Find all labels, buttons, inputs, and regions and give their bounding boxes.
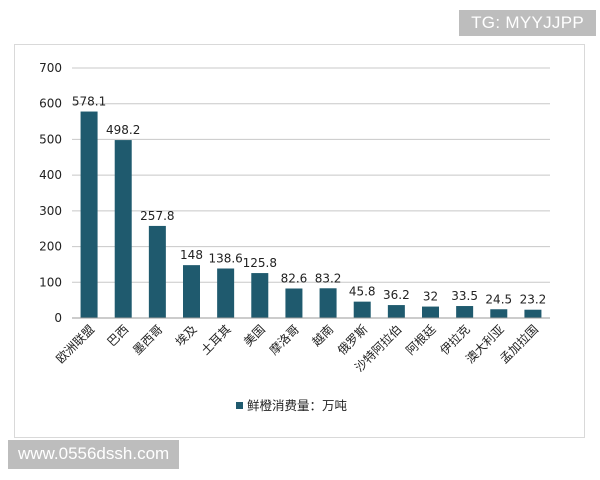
data-label: 498.2 [106,123,140,137]
bar [285,288,303,318]
legend: 鲜橙消费量：万吨 [236,398,348,413]
gridlines [72,67,550,283]
bar [217,268,235,318]
x-tick-label: 美国 [241,322,268,349]
bar [524,309,542,318]
y-tick-label: 0 [54,311,62,325]
y-tick-label: 200 [39,240,62,254]
bar [422,306,439,318]
y-tick-label: 400 [39,168,62,182]
bar [114,140,132,318]
bar [456,306,474,318]
y-tick-label: 600 [39,97,62,111]
bar [490,309,508,318]
x-tick-label: 墨西哥 [130,322,165,357]
data-label: 24.5 [485,292,512,306]
x-tick-label: 欧洲联盟 [53,322,97,366]
bar [353,301,371,318]
chart-frame [14,44,585,438]
data-label: 32 [423,290,438,304]
data-label: 125.8 [243,256,277,270]
x-tick-label: 巴西 [104,322,131,349]
y-tick-label: 300 [39,204,62,218]
y-tick-label: 500 [39,132,62,146]
y-tick-label: 100 [39,275,62,289]
x-tick-label: 埃及 [173,322,200,349]
x-tick-label: 孟加拉国 [496,322,541,367]
bar [387,305,405,318]
y-axis-ticks: 0 100 200 300 400 500 600 700 [39,61,62,325]
x-tick-label: 阿根廷 [403,322,438,357]
data-label: 257.8 [140,209,174,223]
data-label: 578.1 [72,95,106,109]
data-label: 36.2 [383,288,410,302]
data-label: 148 [180,248,203,262]
data-label: 45.8 [349,285,376,299]
bar [319,288,337,318]
watermark-top: TG: MYYJJPP [459,10,596,36]
x-tick-label: 越南 [309,322,337,350]
data-label: 82.6 [281,272,308,286]
bars [80,111,542,319]
bar [251,273,269,318]
data-label: 83.2 [315,271,342,285]
bar [148,225,166,318]
data-label: 23.2 [520,293,547,307]
watermark-bottom: www.0556dssh.com [8,440,180,469]
bar [80,111,98,319]
data-label: 138.6 [208,252,242,266]
x-tick-label: 摩洛哥 [266,322,302,358]
bar [183,265,200,318]
data-label: 33.5 [451,289,478,303]
y-tick-label: 700 [39,61,62,75]
legend-label: 鲜橙消费量：万吨 [247,398,348,413]
x-tick-label: 土耳其 [198,322,233,357]
legend-swatch [236,402,243,409]
